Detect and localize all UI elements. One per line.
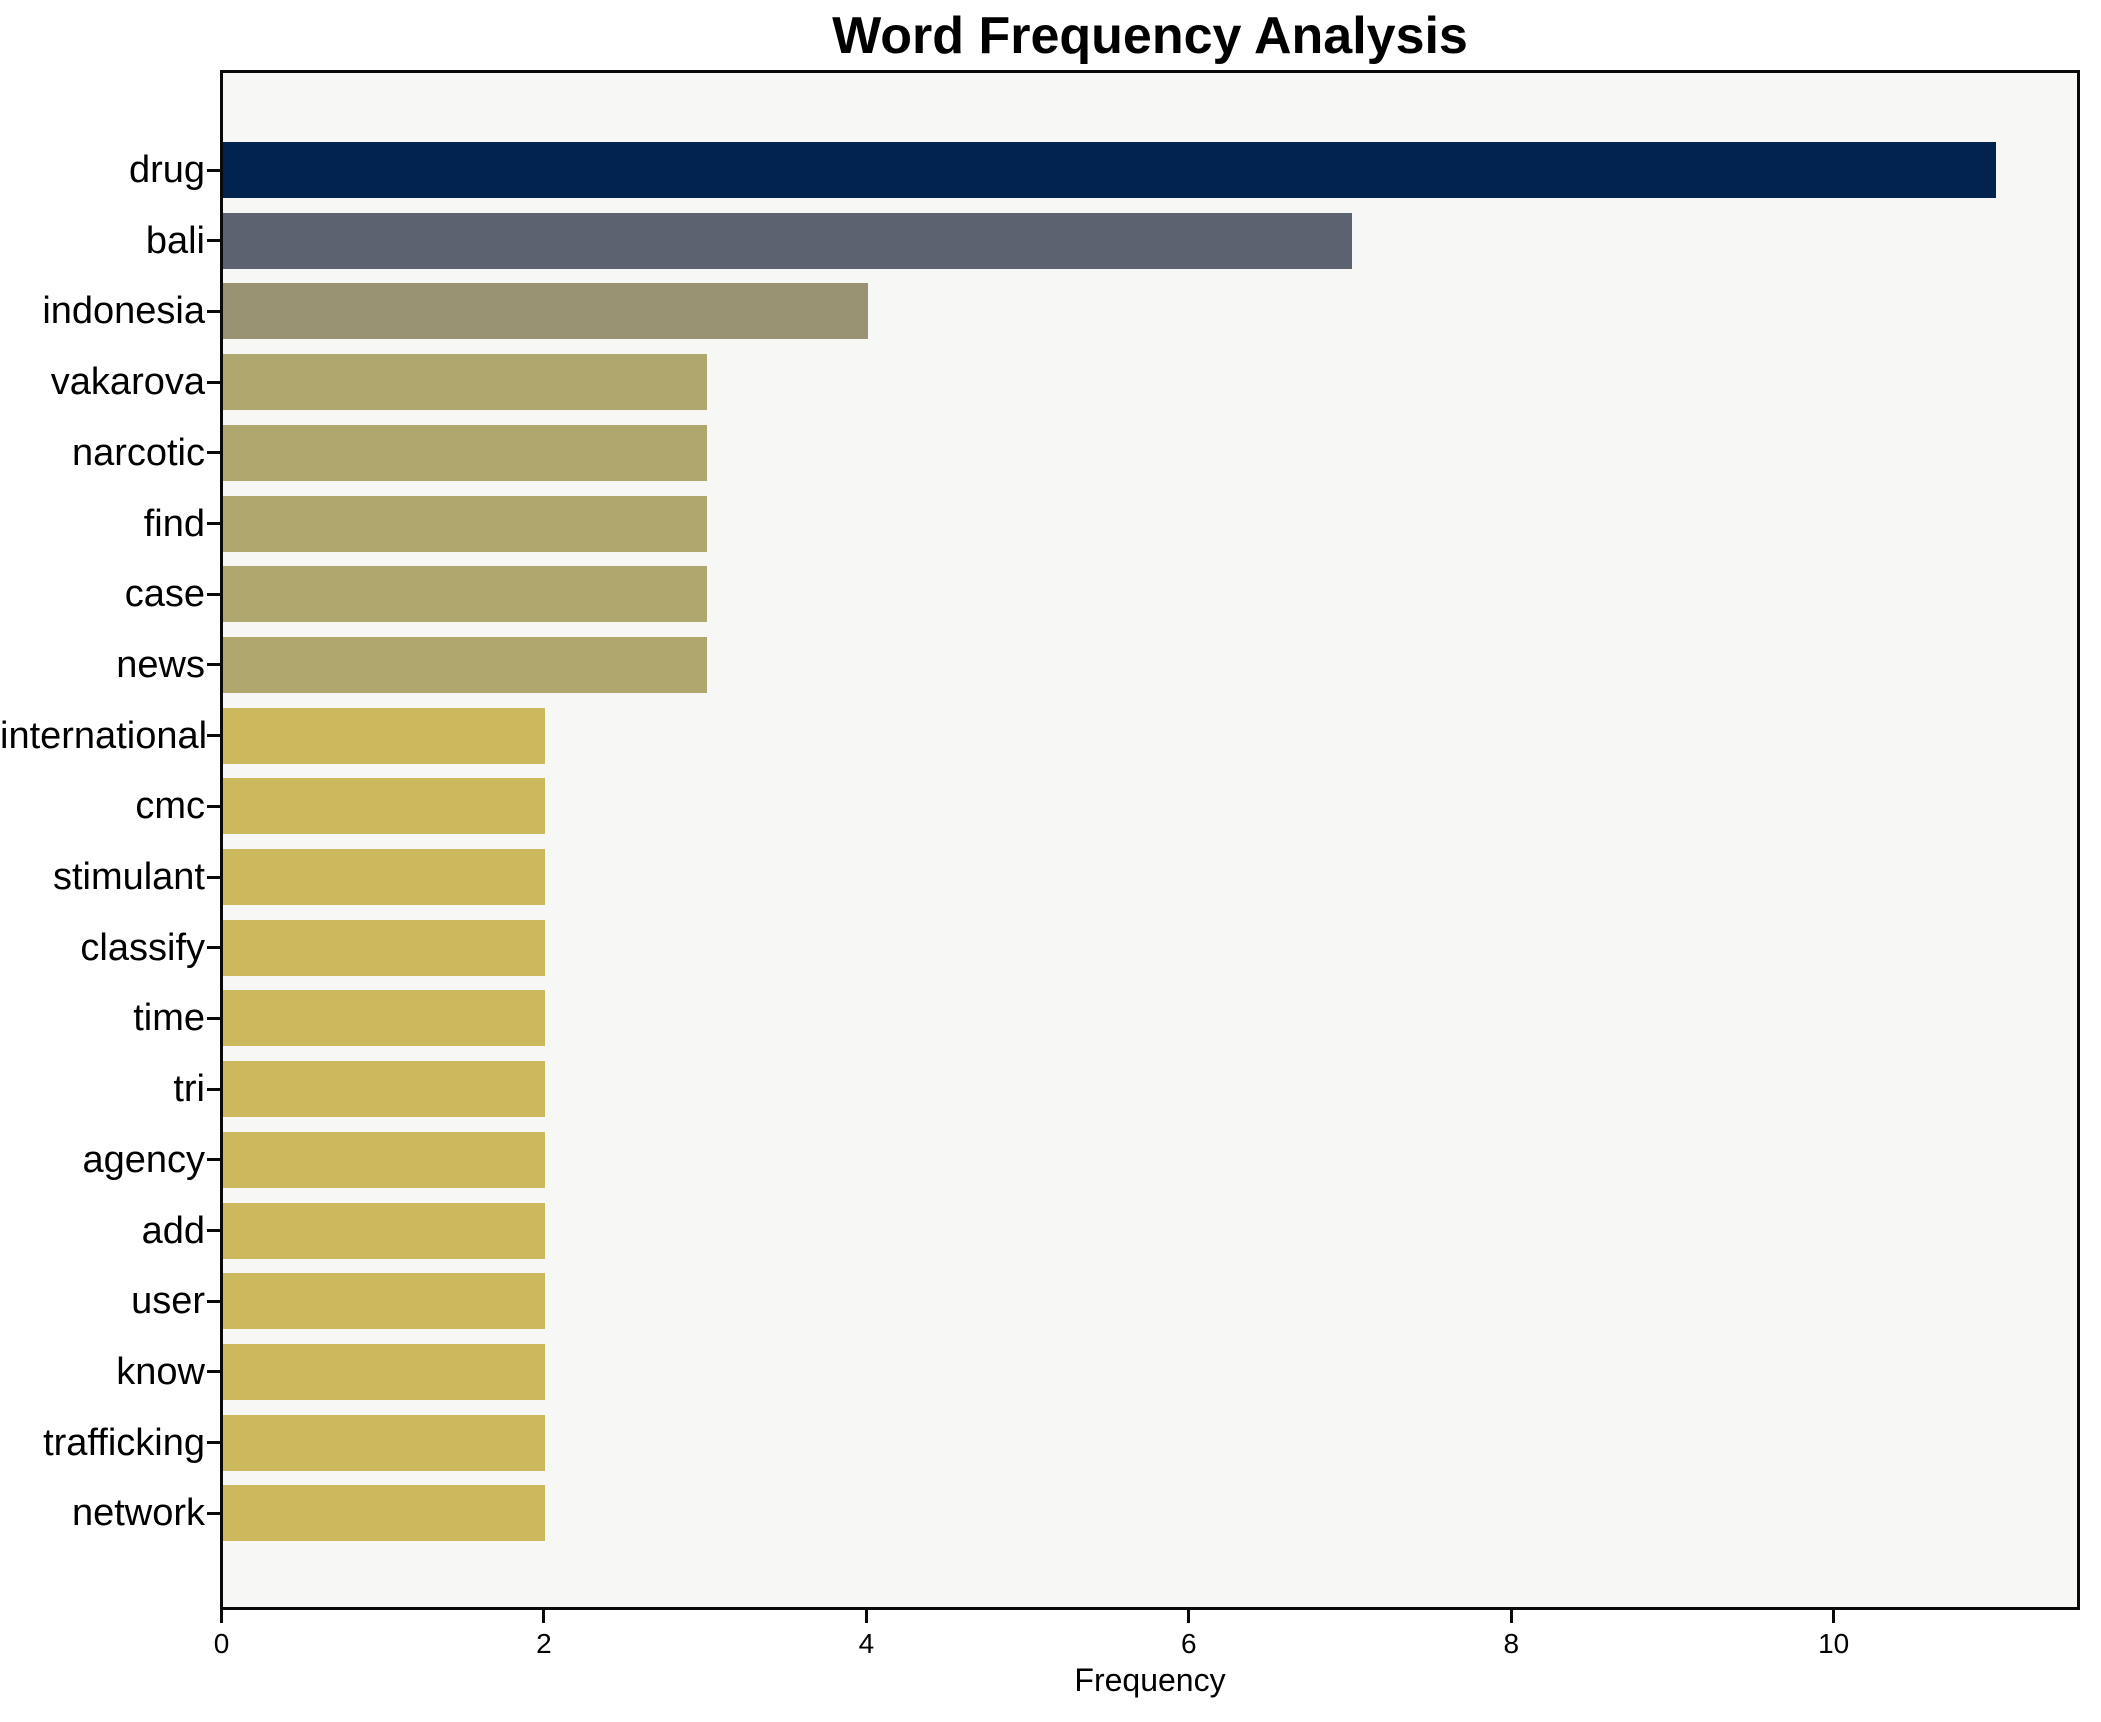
x-tick-label-6: 6: [1181, 1628, 1197, 1659]
y-tick-label-drug: drug: [128, 149, 205, 191]
y-tick-mark: [207, 804, 220, 808]
y-tick-label-add: add: [141, 1209, 205, 1252]
bar-network: [223, 1485, 546, 1542]
plot-area: [220, 70, 2080, 1610]
x-tick-mark: [1187, 1610, 1191, 1623]
y-tick-mark: [207, 734, 220, 738]
y-tick-mark: [207, 875, 220, 879]
y-tick-label-classify: classify: [80, 926, 205, 969]
bar-stimulant: [223, 849, 546, 905]
bar-know: [223, 1343, 546, 1400]
chart-title: Word Frequency Analysis: [832, 7, 1468, 65]
y-tick-mark: [207, 451, 220, 455]
y-tick-label-find: find: [143, 502, 205, 545]
y-tick-label-international: international: [0, 714, 208, 757]
y-tick-label-user: user: [131, 1280, 205, 1323]
x-tick-label-0: 0: [213, 1628, 230, 1659]
y-tick-mark: [207, 1511, 220, 1515]
x-tick-mark: [542, 1610, 546, 1623]
bar-indonesia: [223, 283, 868, 340]
x-tick-label-4: 4: [858, 1628, 875, 1659]
y-tick-mark: [207, 168, 220, 172]
bar-international: [223, 707, 546, 764]
y-tick-label-stimulant: stimulant: [52, 856, 205, 898]
x-tick-label-2: 2: [536, 1628, 552, 1659]
y-tick-label-know: know: [116, 1350, 205, 1393]
y-tick-mark: [207, 1016, 220, 1020]
y-tick-label-narcotic: narcotic: [71, 431, 205, 474]
y-tick-mark: [207, 663, 220, 667]
y-tick-mark: [207, 239, 220, 243]
y-tick-mark: [207, 946, 220, 950]
y-tick-mark: [207, 1229, 220, 1232]
y-tick-label-network: network: [71, 1492, 205, 1535]
y-tick-label-vakarova: vakarova: [50, 361, 205, 404]
y-tick-label-tri: tri: [173, 1068, 205, 1111]
y-tick-label-case: case: [124, 573, 205, 616]
bar-bali: [223, 212, 1352, 269]
x-tick-mark: [1509, 1610, 1513, 1623]
x-tick-label-10: 10: [1818, 1628, 1850, 1659]
bar-cmc: [223, 778, 546, 835]
bar-drug: [223, 142, 1997, 198]
y-tick-label-trafficking: trafficking: [43, 1421, 205, 1464]
bar-trafficking: [223, 1414, 546, 1471]
bar-classify: [223, 919, 546, 976]
bar-add: [223, 1202, 546, 1259]
bar-agency: [223, 1131, 546, 1188]
y-tick-mark: [207, 1441, 220, 1445]
y-tick-mark: [207, 309, 220, 313]
x-axis-label: Frequency: [1074, 1662, 1226, 1698]
bar-narcotic: [223, 424, 707, 481]
x-tick-label-8: 8: [1503, 1628, 1520, 1659]
y-tick-mark: [207, 380, 220, 384]
y-tick-mark: [207, 1299, 220, 1303]
bar-vakarova: [223, 354, 707, 411]
bar-case: [223, 566, 707, 623]
bar-tri: [223, 1061, 546, 1118]
bar-user: [223, 1273, 546, 1330]
y-tick-label-time: time: [133, 997, 205, 1040]
bar-find: [223, 495, 707, 552]
y-tick-mark: [207, 1370, 220, 1374]
bar-news: [223, 636, 707, 693]
y-tick-label-news: news: [116, 643, 205, 686]
x-tick-mark: [220, 1610, 223, 1623]
y-tick-label-cmc: cmc: [135, 785, 205, 828]
bar-time: [223, 990, 546, 1047]
y-tick-label-bali: bali: [145, 219, 205, 262]
x-tick-mark: [864, 1610, 868, 1623]
y-tick-label-indonesia: indonesia: [42, 290, 205, 333]
x-tick-mark: [1832, 1610, 1836, 1623]
y-tick-label-agency: agency: [82, 1138, 205, 1181]
y-tick-mark: [207, 1087, 220, 1091]
y-tick-mark: [207, 592, 220, 596]
y-tick-mark: [207, 522, 220, 525]
y-tick-mark: [207, 1158, 220, 1162]
